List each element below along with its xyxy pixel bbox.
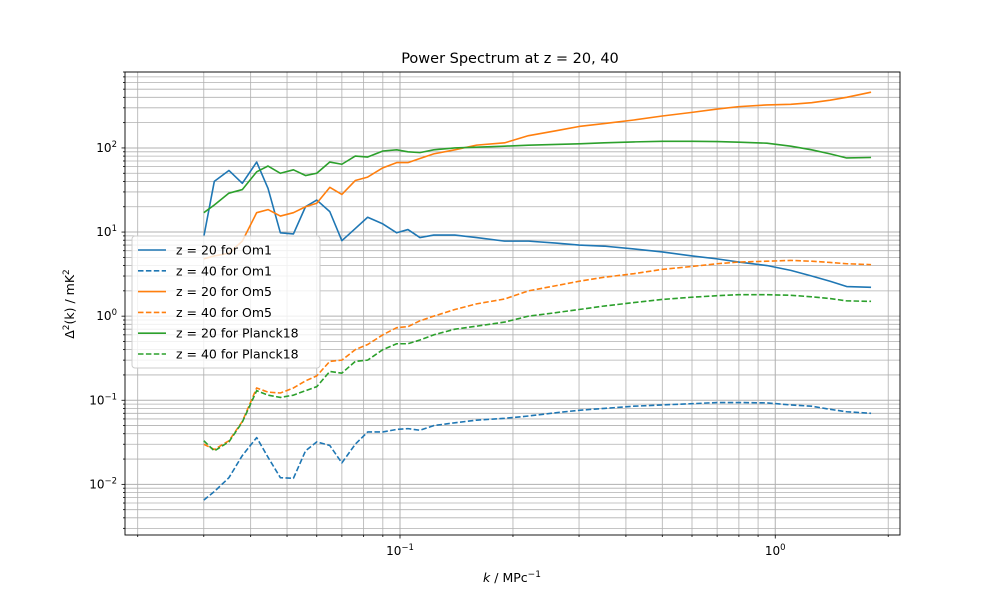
legend-label: z = 40 for Om1: [176, 263, 272, 278]
y-tick-label: 100: [96, 308, 117, 323]
legend: z = 20 for Om1 z = 40 for Om1 z = 20 for O…: [131, 235, 321, 369]
chart-title: Power Spectrum at z = 20, 40: [401, 51, 619, 67]
axis-ticks: 10−1 100 10−2 10−1 100 101 102: [89, 71, 889, 558]
x-tick-label: 100: [765, 543, 786, 558]
x-axis-label: k / MPc−1: [483, 570, 541, 585]
legend-label: z = 40 for Planck18: [176, 347, 299, 362]
series-line-4: [203, 259, 872, 451]
legend-box: [131, 235, 321, 369]
data-series: [202, 91, 872, 501]
x-tick-label: 10−1: [386, 543, 414, 558]
legend-label: z = 20 for Planck18: [176, 326, 299, 341]
y-axis-label: Δ2(k) / mK2: [62, 269, 77, 339]
y-tick-label: 10−2: [89, 476, 117, 491]
series-line-6: [203, 293, 872, 452]
legend-label: z = 20 for Om5: [176, 284, 272, 299]
series-line-2: [203, 401, 872, 501]
y-tick-label: 101: [96, 224, 117, 239]
grid: [125, 71, 900, 535]
legend-label: z = 40 for Om5: [176, 305, 272, 320]
legend-label: z = 20 for Om1: [176, 243, 272, 258]
series-line-3: [203, 91, 872, 260]
series-line-1: [202, 161, 872, 289]
plot-frame: [124, 71, 901, 536]
y-tick-label: 10−1: [89, 392, 117, 407]
series-line-5: [203, 140, 872, 214]
y-tick-label: 102: [96, 140, 117, 155]
